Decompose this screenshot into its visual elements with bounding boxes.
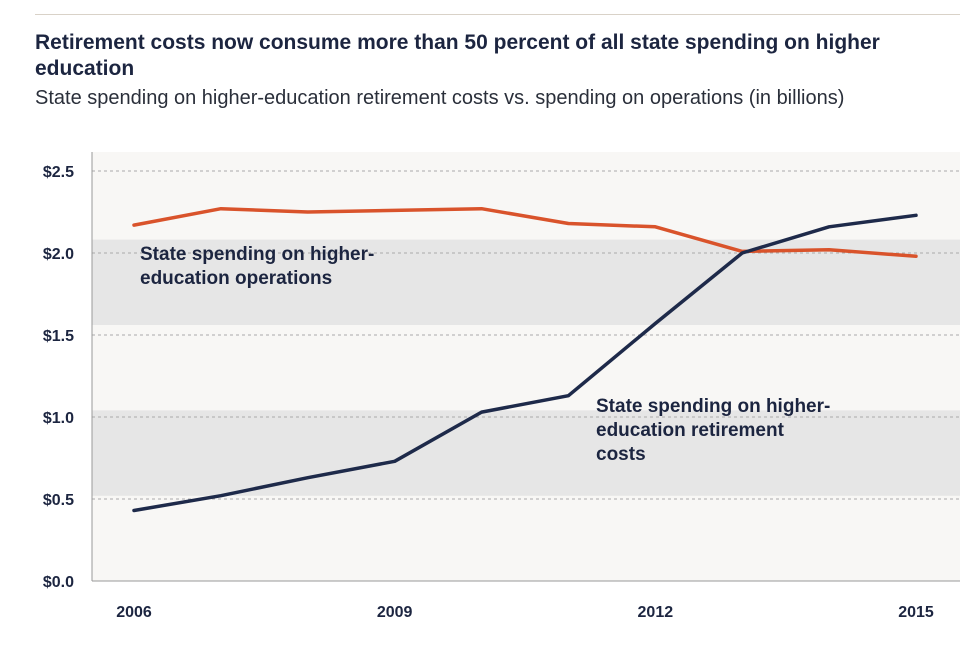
- y-tick-label: $2.5: [43, 164, 74, 181]
- annotation-operations-line-1: State spending on higher-: [140, 244, 374, 265]
- x-tick-label: 2012: [638, 604, 674, 621]
- annotation-operations: State spending on higher- education oper…: [140, 244, 380, 289]
- annotation-retirement: State spending on higher- education reti…: [596, 396, 836, 465]
- y-tick-label: $0.0: [43, 574, 74, 591]
- plot-background: [92, 152, 960, 581]
- chart-subtitle: State spending on higher-education retir…: [35, 87, 845, 109]
- y-tick-label: $1.0: [43, 410, 74, 427]
- band-0.5-1.0: [92, 410, 960, 496]
- series-line-retirement: [132, 213, 918, 513]
- y-tick-label: $0.5: [43, 492, 74, 509]
- x-tick-label: 2015: [898, 604, 934, 621]
- chart-title: Retirement costs now consume more than 5…: [35, 31, 880, 80]
- annotation-retirement-line-3: costs: [596, 444, 646, 465]
- top-rule: [35, 14, 960, 15]
- y-tick-label: $1.5: [43, 328, 74, 345]
- annotation-retirement-line-2: education retirement: [596, 420, 785, 441]
- x-tick-label: 2009: [377, 604, 413, 621]
- band-1.5-2.0: [92, 239, 960, 325]
- x-tick-label: 2006: [116, 604, 152, 621]
- series-line-operations: [132, 206, 918, 259]
- annotation-operations-line-2: education operations: [140, 268, 332, 289]
- annotation-retirement-line-1: State spending on higher-: [596, 396, 830, 417]
- y-tick-label: $2.0: [43, 246, 74, 263]
